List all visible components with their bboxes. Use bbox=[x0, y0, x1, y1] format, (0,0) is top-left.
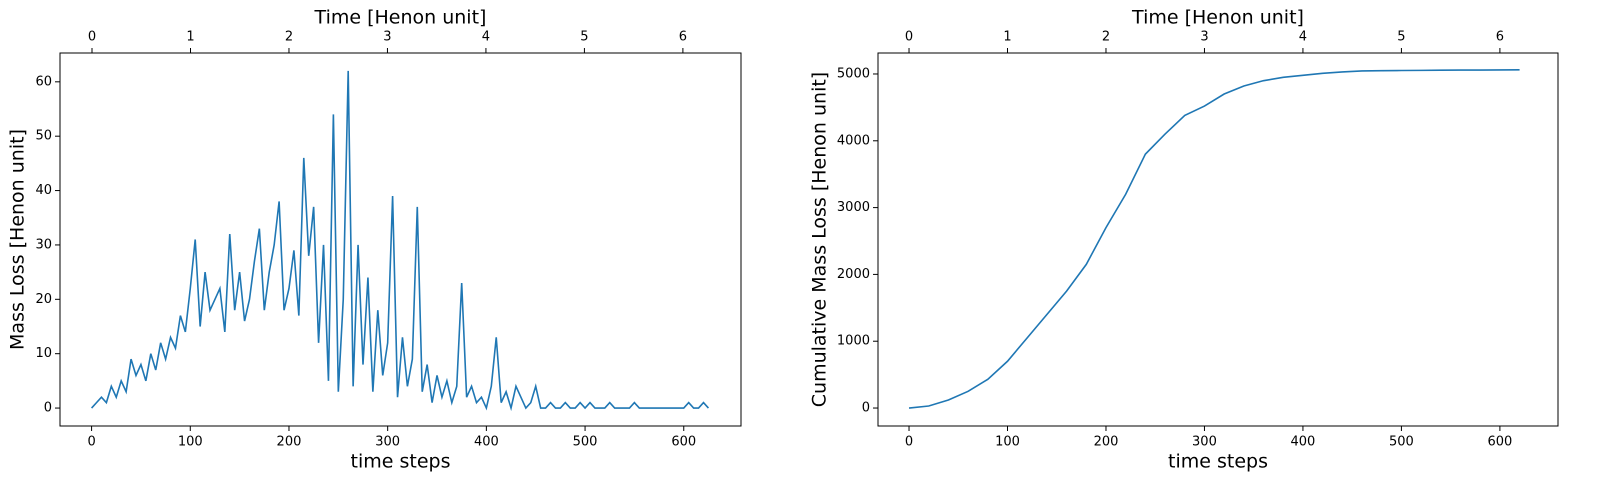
y-tick-label: 40 bbox=[35, 183, 52, 198]
y-tick-label: 3000 bbox=[837, 200, 870, 215]
x2-tick-label: 6 bbox=[679, 30, 687, 45]
x-axis-title: time steps bbox=[351, 451, 451, 473]
x2-tick-label: 3 bbox=[383, 30, 391, 45]
y-tick-label: 5000 bbox=[837, 66, 870, 81]
y-tick-label: 50 bbox=[35, 129, 52, 144]
y-axis-title: Cumulative Mass Loss [Henon unit] bbox=[809, 72, 831, 407]
x-tick-label: 200 bbox=[277, 435, 302, 450]
x-tick-label: 300 bbox=[1192, 435, 1217, 450]
x-tick-label: 300 bbox=[375, 435, 400, 450]
x2-tick-label: 1 bbox=[186, 30, 194, 45]
x2-tick-label: 4 bbox=[1299, 30, 1307, 45]
x-tick-label: 100 bbox=[995, 435, 1020, 450]
x2-tick-label: 6 bbox=[1496, 30, 1504, 45]
x2-tick-label: 2 bbox=[1102, 30, 1110, 45]
x-tick-label: 500 bbox=[1389, 435, 1414, 450]
x2-tick-label: 1 bbox=[1003, 30, 1011, 45]
axes-frame bbox=[59, 52, 742, 427]
y-tick-label: 60 bbox=[35, 74, 52, 89]
x-tick-label: 400 bbox=[474, 435, 499, 450]
x2-tick-label: 0 bbox=[905, 30, 913, 45]
x2-tick-label: 4 bbox=[482, 30, 490, 45]
x-tick-label: 600 bbox=[1487, 435, 1512, 450]
x2-tick-label: 5 bbox=[580, 30, 588, 45]
x2-axis-title: Time [Henon unit] bbox=[1131, 7, 1304, 29]
y-tick-label: 20 bbox=[35, 292, 52, 307]
x2-tick-label: 5 bbox=[1397, 30, 1405, 45]
y-tick-label: 1000 bbox=[837, 334, 870, 349]
y-tick-label: 4000 bbox=[837, 133, 870, 148]
x-tick-label: 500 bbox=[573, 435, 598, 450]
y-tick-label: 10 bbox=[35, 346, 52, 361]
y-tick-label: 0 bbox=[862, 401, 870, 416]
x2-tick-label: 3 bbox=[1200, 30, 1208, 45]
x-tick-label: 400 bbox=[1291, 435, 1316, 450]
x-axis-title: time steps bbox=[1168, 451, 1268, 473]
x-tick-label: 0 bbox=[87, 435, 95, 450]
y-tick-label: 2000 bbox=[837, 267, 870, 282]
data-line bbox=[90, 70, 710, 412]
x2-axis-title: Time [Henon unit] bbox=[314, 7, 487, 29]
y-axis-title: Mass Loss [Henon unit] bbox=[7, 129, 29, 350]
x-tick-label: 600 bbox=[671, 435, 696, 450]
data-line bbox=[908, 69, 1520, 409]
axes-frame bbox=[877, 52, 1559, 427]
x-tick-label: 0 bbox=[905, 435, 913, 450]
x-tick-label: 100 bbox=[178, 435, 203, 450]
x-tick-label: 200 bbox=[1094, 435, 1119, 450]
y-tick-label: 30 bbox=[35, 237, 52, 252]
x2-tick-label: 2 bbox=[285, 30, 293, 45]
y-tick-label: 0 bbox=[44, 401, 52, 416]
x2-tick-label: 0 bbox=[88, 30, 96, 45]
